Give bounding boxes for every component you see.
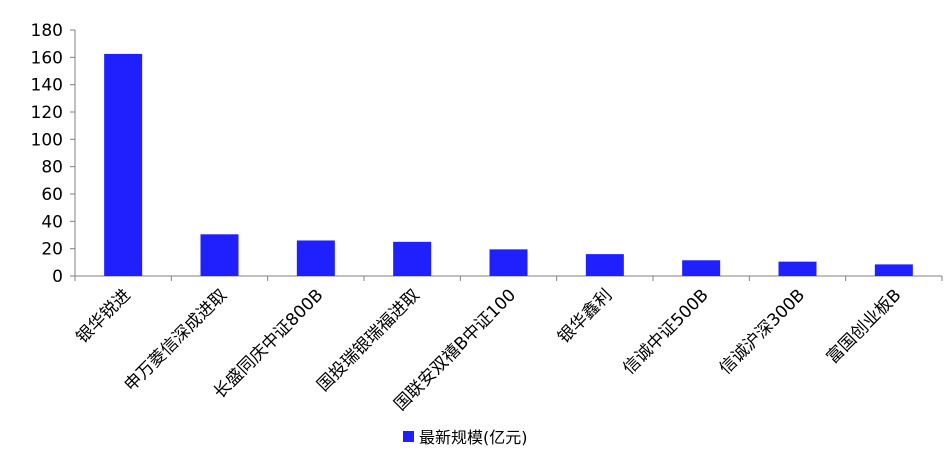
legend-label: 最新规模(亿元) [419,428,528,447]
x-tick-label: 信诚沪深300B [716,285,809,378]
y-tick-label: 140 [31,76,63,96]
x-axis [74,275,943,281]
y-tick-label: 0 [52,267,63,287]
y-tick-label: 60 [41,185,63,205]
y-tick-label: 20 [41,240,63,260]
bar [682,260,721,276]
x-tick-labels: 银华锐进申万菱信深成进取长盛同庆中证800B国投瑞银瑞福进取国联安双禧B中证10… [72,285,905,414]
bar [104,53,143,276]
y-tick-label: 100 [31,130,63,150]
bar [778,261,817,276]
legend-swatch [403,431,414,442]
y-tick-label: 180 [31,21,63,41]
x-tick-label: 银华鑫利 [554,285,616,347]
legend: 最新规模(亿元) [403,428,528,447]
y-tick-label: 40 [41,212,63,232]
y-tick-label: 160 [31,48,63,68]
y-tick-label: 120 [31,103,63,123]
x-tick-label: 富国创业板B [823,285,905,367]
bar [874,264,913,276]
x-tick-label: 申万菱信深成进取 [121,285,231,395]
y-tick-label: 80 [41,158,63,178]
bars [104,53,913,276]
x-tick-label: 国投瑞银瑞福进取 [313,285,423,395]
y-axis: 0 20 40 60 80 100 120 140 160 180 [31,21,76,287]
bar [393,241,432,276]
bar [489,249,528,276]
bar [200,234,239,276]
bar [585,254,624,276]
x-tick-label: 银华锐进 [72,285,134,347]
bar [296,240,335,276]
x-tick-label: 信诚中证500B [619,285,712,378]
